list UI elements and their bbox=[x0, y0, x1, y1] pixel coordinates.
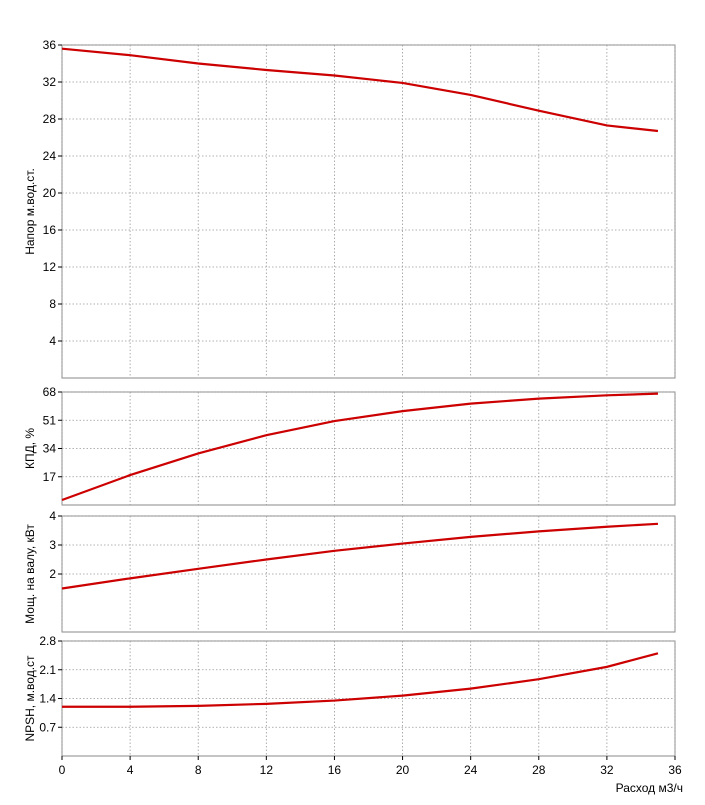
y-tick-label: 17 bbox=[43, 470, 57, 484]
y-axis-label: Мощ. на валу, кВт bbox=[23, 524, 37, 624]
x-tick-label: 8 bbox=[195, 763, 202, 777]
y-tick-label: 4 bbox=[49, 334, 56, 348]
plot-area bbox=[61, 44, 676, 379]
y-tick-label: 2 bbox=[49, 567, 56, 581]
y-tick-label: 2.8 bbox=[39, 634, 56, 648]
y-tick-label: 16 bbox=[43, 223, 57, 237]
y-tick-label: 1.4 bbox=[39, 692, 56, 706]
curve bbox=[62, 652, 659, 708]
y-axis-label: NPSH, м.вод.ст bbox=[23, 655, 37, 742]
y-tick-label: 68 bbox=[43, 385, 57, 399]
x-tick-label: 4 bbox=[127, 763, 134, 777]
y-tick-label: 28 bbox=[43, 112, 57, 126]
x-tick-label: 24 bbox=[464, 763, 478, 777]
x-tick-label: 0 bbox=[59, 763, 66, 777]
y-tick-label: 12 bbox=[43, 260, 57, 274]
y-axis-label: Напор м.вод.ст. bbox=[23, 168, 37, 255]
curve bbox=[61, 522, 659, 590]
y-axis-label: КПД, % bbox=[23, 428, 37, 469]
y-tick-label: 32 bbox=[43, 75, 57, 89]
x-tick-label: 20 bbox=[396, 763, 410, 777]
y-tick-label: 2.1 bbox=[39, 663, 56, 677]
x-tick-label: 28 bbox=[532, 763, 546, 777]
x-tick-label: 12 bbox=[260, 763, 274, 777]
x-tick-label: 16 bbox=[328, 763, 342, 777]
y-tick-label: 51 bbox=[43, 413, 57, 427]
y-tick-label: 24 bbox=[43, 149, 57, 163]
y-tick-label: 8 bbox=[49, 297, 56, 311]
curve bbox=[61, 47, 659, 133]
y-tick-label: 0.7 bbox=[39, 720, 56, 734]
y-tick-label: 4 bbox=[49, 509, 56, 523]
curve bbox=[61, 392, 659, 502]
plot-area bbox=[61, 515, 676, 633]
x-tick-label: 36 bbox=[668, 763, 682, 777]
y-tick-label: 20 bbox=[43, 186, 57, 200]
x-tick-label: 32 bbox=[600, 763, 614, 777]
x-axis-label: Расход м3/ч bbox=[616, 781, 683, 795]
y-tick-label: 3 bbox=[49, 538, 56, 552]
y-tick-label: 36 bbox=[43, 38, 57, 52]
y-tick-label: 34 bbox=[43, 442, 57, 456]
